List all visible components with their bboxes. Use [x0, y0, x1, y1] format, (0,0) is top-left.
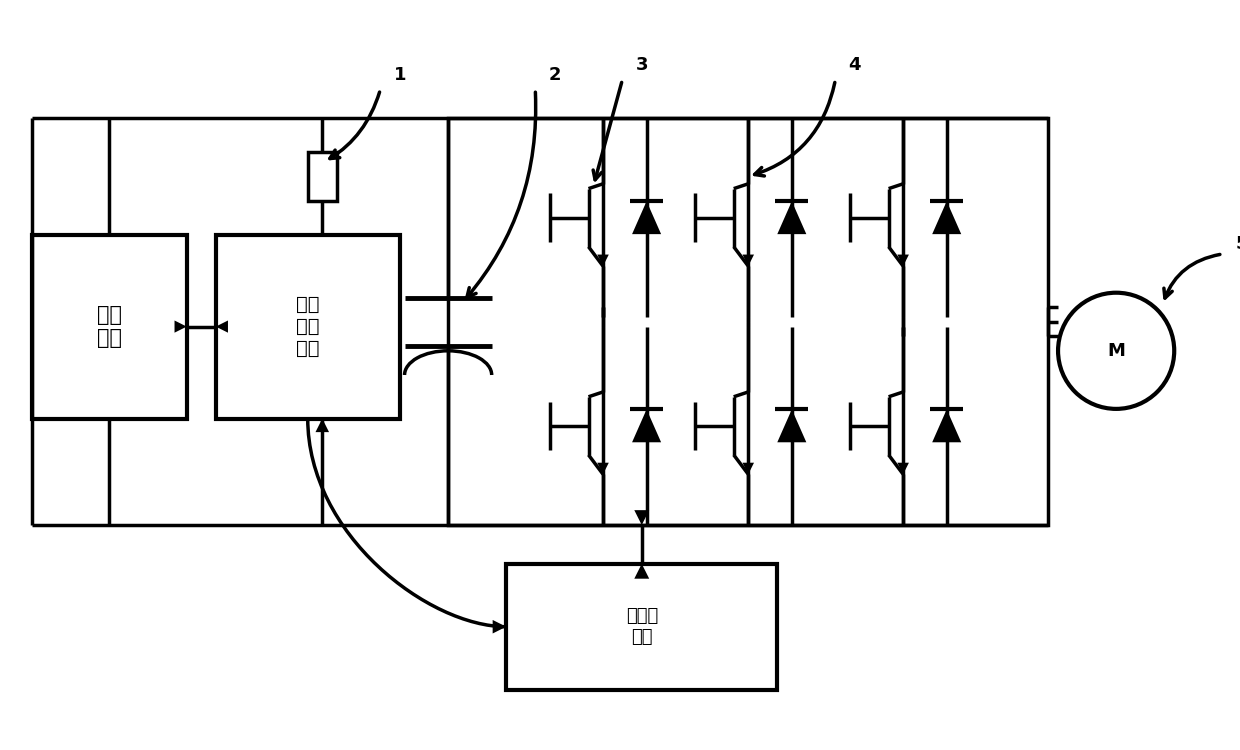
Text: 2: 2 — [548, 66, 560, 84]
Polygon shape — [932, 410, 961, 442]
Bar — [216, 235, 399, 418]
Polygon shape — [216, 320, 228, 333]
Polygon shape — [598, 463, 609, 474]
Polygon shape — [743, 463, 754, 474]
Polygon shape — [777, 410, 806, 442]
Bar — [308, 152, 337, 201]
Polygon shape — [635, 510, 650, 525]
Bar — [506, 564, 777, 690]
Text: 4: 4 — [848, 56, 861, 74]
Polygon shape — [898, 254, 909, 266]
Polygon shape — [635, 564, 650, 579]
Polygon shape — [492, 620, 506, 634]
Text: 电机控
制器: 电机控 制器 — [626, 608, 658, 646]
Polygon shape — [898, 463, 909, 474]
Bar — [448, 118, 1048, 525]
Polygon shape — [777, 201, 806, 234]
Bar — [32, 235, 187, 418]
Polygon shape — [175, 320, 187, 333]
Polygon shape — [632, 410, 661, 442]
Polygon shape — [743, 254, 754, 266]
Polygon shape — [598, 254, 609, 266]
Text: 3: 3 — [636, 56, 649, 74]
Text: 5: 5 — [1236, 236, 1240, 254]
Text: M: M — [1107, 342, 1125, 360]
Text: 电池
管理
系统: 电池 管理 系统 — [296, 295, 320, 358]
Text: 车用
电池: 车用 电池 — [97, 305, 122, 348]
Polygon shape — [315, 419, 329, 432]
Polygon shape — [932, 201, 961, 234]
Polygon shape — [632, 201, 661, 234]
Text: 1: 1 — [393, 66, 405, 84]
